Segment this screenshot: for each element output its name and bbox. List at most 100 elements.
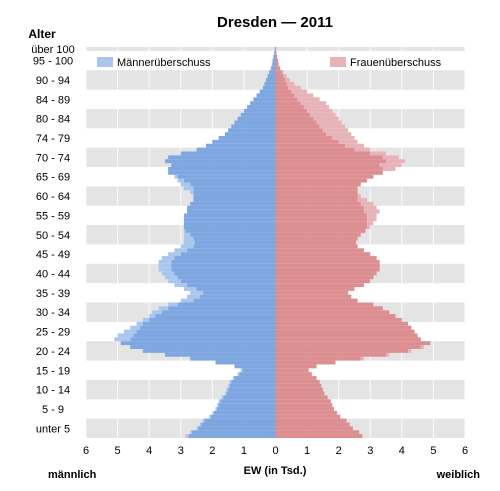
female-bar (275, 70, 282, 75)
age-label: 65 - 69 (36, 172, 70, 184)
male-bar (190, 182, 276, 187)
x-tick-label: 2 (209, 445, 215, 457)
male-bar (183, 225, 276, 229)
male-bar (234, 364, 276, 369)
male-surplus-bar (218, 399, 221, 404)
female-bar (275, 430, 360, 435)
female-bar (275, 124, 320, 129)
male-bar (174, 256, 276, 260)
female-bar (275, 337, 421, 342)
male-bar (266, 77, 276, 82)
female-bar (275, 360, 336, 365)
male-surplus-bar (273, 50, 275, 55)
female-bar (275, 290, 349, 295)
male-bar (171, 267, 276, 272)
female-bar (275, 407, 334, 411)
female-surplus-bar (386, 352, 390, 357)
female-bar (275, 376, 317, 380)
female-bar (275, 155, 383, 160)
age-label: 40 - 44 (36, 268, 70, 280)
male-bar (177, 174, 276, 179)
male-surplus-bar (161, 256, 175, 260)
male-surplus-bar (130, 325, 140, 330)
female-bar (275, 391, 325, 396)
male-bar (139, 325, 276, 330)
male-surplus-bar (152, 310, 162, 315)
x-tick-labels: 6 5 4 3 2 1 0 1 2 3 4 5 6 (83, 445, 468, 457)
female-bar (275, 387, 323, 392)
male-surplus-bar (168, 302, 178, 307)
male-bar (193, 236, 276, 241)
female-bar (275, 89, 292, 94)
male-bar (177, 302, 276, 307)
male-bar (199, 294, 276, 299)
female-bar (275, 77, 285, 82)
age-label: 60 - 64 (36, 191, 70, 203)
male-bar (228, 387, 276, 392)
female-surplus-bar (307, 108, 333, 113)
age-label: 25 - 29 (36, 327, 70, 339)
male-bar (218, 136, 276, 140)
male-surplus-bar (185, 434, 189, 438)
female-bar (275, 267, 380, 272)
male-bar (247, 105, 276, 109)
female-surplus-bar (294, 93, 314, 98)
legend-female-swatch (330, 57, 346, 67)
legend-female-box (322, 54, 456, 70)
female-bar (275, 221, 368, 226)
male-surplus-bar (136, 321, 143, 326)
male-surplus-bar (272, 54, 274, 59)
female-bar (275, 116, 314, 121)
age-label: 10 - 14 (36, 385, 70, 397)
female-bar (275, 50, 277, 55)
female-surplus-bar (367, 225, 371, 229)
female-bar (275, 58, 279, 63)
male-bar (226, 391, 276, 396)
female-bar (275, 395, 328, 400)
male-bar (196, 287, 276, 291)
female-bar (275, 112, 311, 117)
male-bar (231, 124, 276, 129)
male-bar (183, 221, 276, 226)
legend: Männerüberschuss Frauenüberschuss (93, 54, 456, 70)
female-bar (275, 236, 358, 241)
male-surplus-bar (229, 379, 232, 384)
male-surplus-bar (217, 403, 219, 408)
male-surplus-bar (161, 271, 175, 276)
male-surplus-bar (221, 395, 224, 400)
male-bar (234, 120, 276, 125)
male-surplus-bar (180, 182, 191, 187)
x-tick-label: 1 (241, 445, 247, 457)
female-surplus-bar (354, 147, 371, 152)
female-bar (275, 132, 327, 137)
female-bar (275, 302, 374, 307)
female-surplus-bar (379, 163, 402, 168)
male-bar (198, 426, 276, 431)
male-bar (210, 414, 276, 419)
male-bar (180, 151, 276, 156)
male-surplus-bar (180, 244, 194, 249)
male-surplus-bar (183, 232, 191, 237)
female-surplus-bar (367, 213, 377, 218)
male-bar (171, 259, 276, 264)
male-bar (215, 360, 276, 365)
male-bar (187, 205, 276, 210)
male-bar (267, 74, 276, 78)
female-bar (275, 147, 355, 152)
female-bar (275, 62, 279, 67)
female-surplus-bar (316, 120, 342, 125)
female-surplus-bar (360, 201, 374, 206)
male-bar (239, 372, 276, 377)
female-bar (275, 128, 323, 133)
female-bar (275, 294, 352, 299)
female-bar (275, 263, 380, 268)
female-bar (275, 66, 281, 71)
male-surplus-bar (209, 414, 211, 419)
male-bar (272, 58, 276, 63)
male-surplus-bar (177, 178, 184, 183)
female-surplus-bar (363, 209, 380, 214)
male-bar (164, 352, 276, 357)
female-surplus-bar (326, 132, 352, 137)
female-bar (275, 85, 289, 90)
male-bar (130, 345, 276, 349)
